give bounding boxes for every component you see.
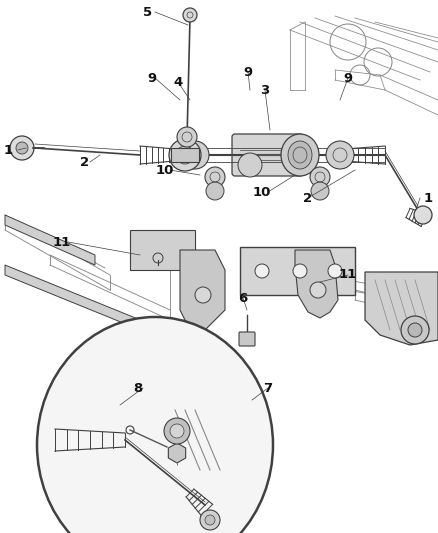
- Circle shape: [310, 282, 326, 298]
- Text: 9: 9: [244, 66, 253, 78]
- Text: 9: 9: [343, 71, 353, 85]
- Circle shape: [255, 264, 269, 278]
- FancyBboxPatch shape: [239, 332, 255, 346]
- Circle shape: [176, 146, 194, 164]
- Circle shape: [401, 316, 429, 344]
- FancyBboxPatch shape: [130, 230, 195, 270]
- Circle shape: [326, 141, 354, 169]
- Polygon shape: [295, 250, 338, 318]
- Text: 8: 8: [134, 382, 143, 394]
- Text: 10: 10: [253, 185, 271, 198]
- Text: 11: 11: [53, 236, 71, 248]
- FancyBboxPatch shape: [240, 247, 355, 295]
- Circle shape: [177, 127, 197, 147]
- Text: 4: 4: [173, 76, 183, 88]
- Circle shape: [408, 323, 422, 337]
- Circle shape: [16, 142, 28, 154]
- Circle shape: [328, 264, 342, 278]
- Circle shape: [238, 153, 262, 177]
- Polygon shape: [5, 265, 165, 340]
- Circle shape: [414, 206, 432, 224]
- Text: 9: 9: [148, 71, 156, 85]
- Circle shape: [205, 167, 225, 187]
- Bar: [171, 148, 199, 162]
- Polygon shape: [168, 443, 186, 463]
- Polygon shape: [5, 215, 95, 265]
- Circle shape: [183, 8, 197, 22]
- Ellipse shape: [37, 317, 273, 533]
- Circle shape: [200, 510, 220, 530]
- Text: 10: 10: [156, 164, 174, 176]
- Circle shape: [205, 515, 215, 525]
- Circle shape: [181, 141, 209, 169]
- Ellipse shape: [288, 141, 312, 169]
- Circle shape: [311, 182, 329, 200]
- Text: 3: 3: [260, 84, 270, 96]
- FancyBboxPatch shape: [232, 134, 303, 176]
- Circle shape: [195, 287, 211, 303]
- Ellipse shape: [281, 134, 319, 176]
- Text: 11: 11: [339, 269, 357, 281]
- Text: 6: 6: [238, 292, 247, 304]
- Circle shape: [310, 167, 330, 187]
- Text: 5: 5: [143, 5, 152, 19]
- Polygon shape: [180, 250, 225, 330]
- Circle shape: [169, 139, 201, 171]
- Circle shape: [293, 264, 307, 278]
- Polygon shape: [365, 272, 438, 345]
- Text: 1: 1: [4, 143, 13, 157]
- Circle shape: [170, 424, 184, 438]
- Text: 2: 2: [304, 191, 313, 205]
- Text: 1: 1: [424, 191, 433, 205]
- Circle shape: [10, 136, 34, 160]
- Text: 2: 2: [81, 156, 89, 168]
- Circle shape: [164, 418, 190, 444]
- Text: 7: 7: [263, 382, 272, 394]
- Circle shape: [206, 182, 224, 200]
